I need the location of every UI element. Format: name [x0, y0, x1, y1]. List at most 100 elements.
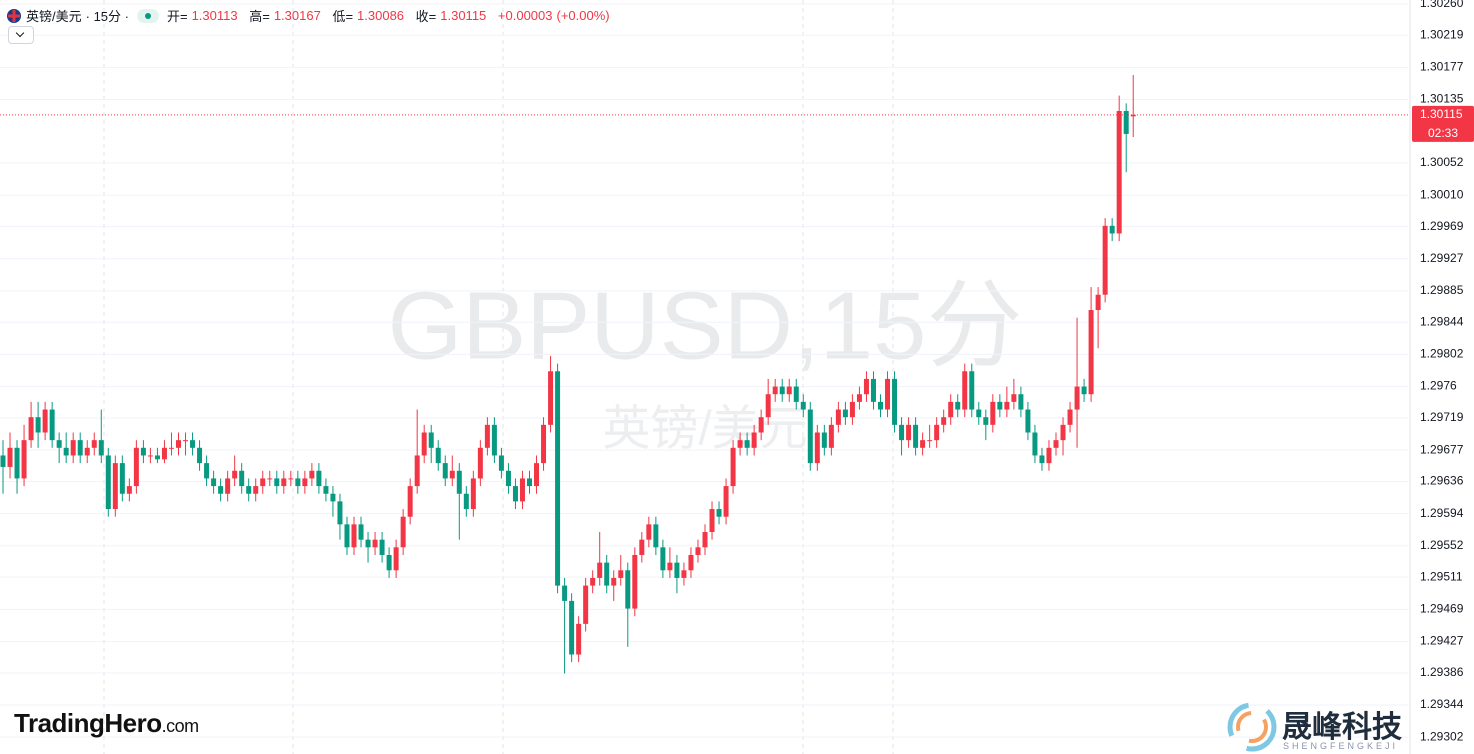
candle-body	[442, 463, 448, 479]
time-grid	[103, 0, 894, 754]
candle-body	[604, 562, 610, 586]
candle-body	[920, 440, 926, 448]
candle-body	[477, 447, 483, 479]
y-tick-label: 1.30260	[1420, 0, 1464, 10]
brand-right-sub: SHENGFENGKEJI	[1283, 741, 1399, 751]
candle-body	[527, 478, 532, 487]
candle-body	[386, 554, 392, 571]
candle-body	[232, 470, 238, 479]
candle-body	[800, 401, 806, 410]
candle-body	[695, 547, 701, 555]
candle-body	[541, 424, 547, 464]
candle-body	[863, 378, 869, 395]
collapse-button[interactable]	[8, 26, 34, 44]
change: +0.00003	[497, 8, 553, 23]
candle-body	[1081, 386, 1087, 395]
candle-body	[218, 486, 224, 494]
candle-body	[1095, 294, 1101, 311]
last-price-box	[1412, 105, 1474, 142]
candle-body	[562, 585, 568, 601]
candle-body	[161, 447, 167, 460]
candle-body	[7, 447, 13, 467]
candle-body	[351, 524, 357, 548]
candle-body	[42, 409, 48, 433]
candle-body	[35, 417, 41, 433]
candle-body	[674, 562, 680, 578]
candle-body	[147, 455, 153, 457]
ohlc-label: 开=	[166, 9, 188, 24]
candle-body	[1116, 110, 1122, 234]
brand-left: TradingHero.com	[14, 708, 199, 739]
candle-body	[892, 378, 898, 425]
candle-body	[0, 455, 6, 467]
candle-body	[948, 401, 954, 418]
candle-body	[737, 440, 743, 448]
candle-body	[239, 470, 245, 487]
candle-body	[168, 447, 174, 449]
candle-body	[21, 440, 27, 479]
candle-body	[688, 554, 694, 571]
candle-body	[197, 447, 203, 464]
candle-body	[379, 539, 385, 555]
price-axis: 1.30260 1.30219 1.30177 1.30135 1.30052 1.300…	[1412, 0, 1474, 743]
candle-body	[814, 432, 820, 464]
candle-body	[1060, 424, 1066, 441]
candle-body	[870, 378, 876, 402]
candle-body	[569, 600, 575, 655]
y-tick-label: 1.29802	[1420, 347, 1464, 361]
candle-body	[885, 378, 891, 410]
candle-body	[583, 585, 589, 624]
candle-body	[590, 577, 596, 586]
ohlc-label: 高=	[249, 9, 270, 24]
candle-body	[1046, 447, 1052, 464]
candle-body	[323, 486, 329, 494]
candle-body	[807, 409, 813, 464]
candle-body	[119, 463, 125, 494]
y-tick-label: 1.2976	[1420, 379, 1457, 393]
candle-body	[246, 486, 252, 494]
candle-body	[597, 562, 603, 578]
candle-body	[133, 447, 139, 487]
candle-body	[758, 417, 764, 433]
legend-header: 英镑/美元 · 15分 · 开= 1.30113 高= 1.30167 低= 1.30…	[6, 6, 610, 25]
candle-body	[1032, 432, 1038, 456]
candle-body	[260, 478, 266, 487]
brand-right: 晟峰科技	[1282, 711, 1402, 744]
candle-body	[330, 493, 336, 502]
candle-body	[744, 440, 750, 448]
watermark-sub: 英镑/美元	[602, 403, 807, 456]
candle-body	[955, 401, 961, 410]
candle-body	[126, 486, 132, 494]
ohlc-value: 1.30115	[440, 8, 487, 23]
candle-body	[1018, 394, 1024, 410]
candle-body	[548, 371, 554, 425]
candle-body	[407, 486, 413, 517]
candles	[0, 75, 1410, 674]
candle-body	[484, 424, 490, 448]
logo-ring	[1236, 711, 1268, 743]
candle-body	[765, 394, 771, 418]
candle-body	[1004, 401, 1010, 410]
candle-body	[625, 570, 631, 609]
candle-body	[990, 401, 996, 425]
candle-body	[281, 478, 287, 487]
logo-icon	[1227, 702, 1277, 752]
y-tick-label: 1.29927	[1420, 251, 1464, 265]
candle-body	[49, 409, 55, 441]
candle-body	[1109, 225, 1115, 234]
candle-body	[534, 463, 540, 487]
candle-body	[365, 539, 371, 548]
candle-body	[316, 470, 322, 487]
candle-body	[716, 509, 722, 517]
candle-body	[463, 493, 469, 510]
candle-body	[835, 409, 841, 425]
y-tick-label: 1.29636	[1420, 474, 1464, 488]
candle-body	[730, 447, 736, 487]
candle-body	[934, 424, 940, 441]
candle-body	[856, 394, 862, 402]
y-tick-label: 1.29885	[1420, 283, 1464, 297]
watermark: GBPUSD,15分	[388, 272, 1023, 379]
candle-body	[702, 532, 708, 548]
